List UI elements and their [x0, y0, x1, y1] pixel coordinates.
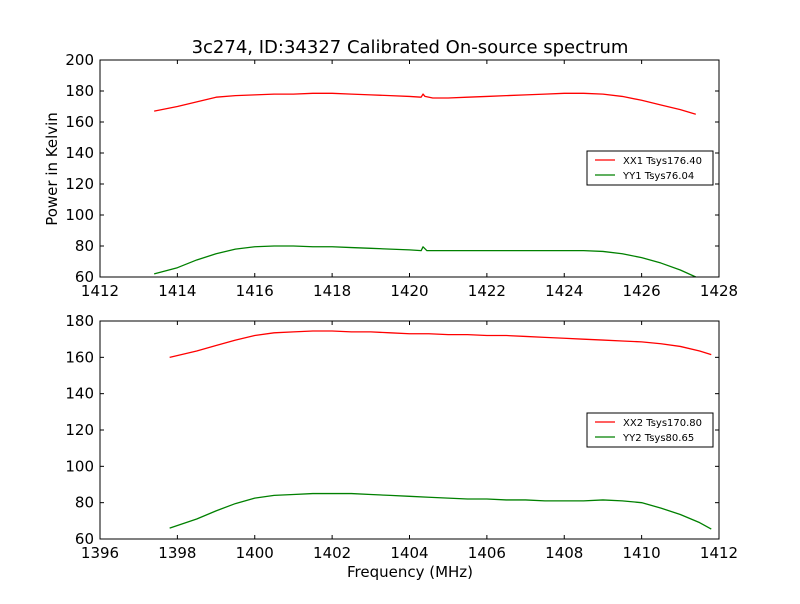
series-line-2-1: [169, 330, 712, 358]
legend-box: [586, 150, 714, 186]
x-tick-label: 1424: [545, 282, 583, 300]
x-tick-label: 1410: [623, 544, 661, 562]
y-tick-label: 120: [65, 175, 94, 193]
series-line-2-2: [169, 492, 712, 530]
x-tick-label: 1402: [313, 544, 351, 562]
x-tick-label: 1412: [700, 544, 738, 562]
x-tick-label: 1404: [390, 544, 428, 562]
legend-label: XX1 Tsys176.40: [623, 156, 702, 167]
legend-label: XX2 Tsys170.80: [623, 418, 702, 429]
legend-label: YY2 Tsys80.65: [622, 433, 694, 444]
x-tick-label: 1426: [623, 282, 661, 300]
y-tick-label: 100: [65, 457, 94, 475]
x-tick-label: 1416: [236, 282, 274, 300]
x-tick-label: 1400: [236, 544, 274, 562]
y-tick-label: 80: [75, 494, 94, 512]
y-tick-label: 60: [75, 268, 94, 286]
x-tick-label: 1396: [81, 544, 119, 562]
subplot-2: 1396 1398 1400 1402 1404 1406 1408 1410 1412 60 80…: [65, 312, 738, 562]
y-axis-label: Power in Kelvin: [43, 112, 61, 226]
chart-title: 3c274, ID:34327 Calibrated On-source spe…: [192, 37, 629, 58]
y-tick-label: 80: [75, 237, 94, 255]
x-axis-label: Frequency (MHz): [347, 563, 473, 581]
legend-label: YY1 Tsys76.04: [622, 171, 694, 182]
series-line-1-1: [154, 92, 696, 115]
x-tick-label: 1406: [468, 544, 506, 562]
y-tick-label: 180: [65, 82, 94, 100]
x-tick-label: 1418: [313, 282, 351, 300]
x-tick-label: 1420: [390, 282, 428, 300]
y-tick-label: 160: [65, 348, 94, 366]
y-tick-label: 100: [65, 206, 94, 224]
y-tick-label: 160: [65, 113, 94, 131]
y-tick-label: 140: [65, 144, 94, 162]
x-tick-label: 1408: [545, 544, 583, 562]
series-line-1-2: [153, 245, 697, 277]
subplot-1: 1412 1414 1416 1418 1420 1422 1424 1426 1428 60 80…: [65, 51, 738, 300]
x-tick-label: 1428: [700, 282, 738, 300]
x-tick-label: 1422: [468, 282, 506, 300]
plots-group: 1412 1414 1416 1418 1420 1422 1424 1426 1428 60 80…: [65, 51, 738, 562]
x-tick-label: 1398: [158, 544, 196, 562]
legend-1: XX1 Tsys176.40 YY1 Tsys76.04: [586, 150, 714, 186]
y-tick-label: 140: [65, 385, 94, 403]
y-tick-label: 180: [65, 312, 94, 330]
x-tick-label: 1414: [158, 282, 196, 300]
y-tick-label: 60: [75, 530, 94, 548]
y-tick-label: 200: [65, 51, 94, 69]
legend-2: XX2 Tsys170.80 YY2 Tsys80.65: [586, 412, 714, 448]
legend-box: [586, 412, 714, 448]
y-tick-label: 120: [65, 421, 94, 439]
x-tick-label: 1412: [81, 282, 119, 300]
